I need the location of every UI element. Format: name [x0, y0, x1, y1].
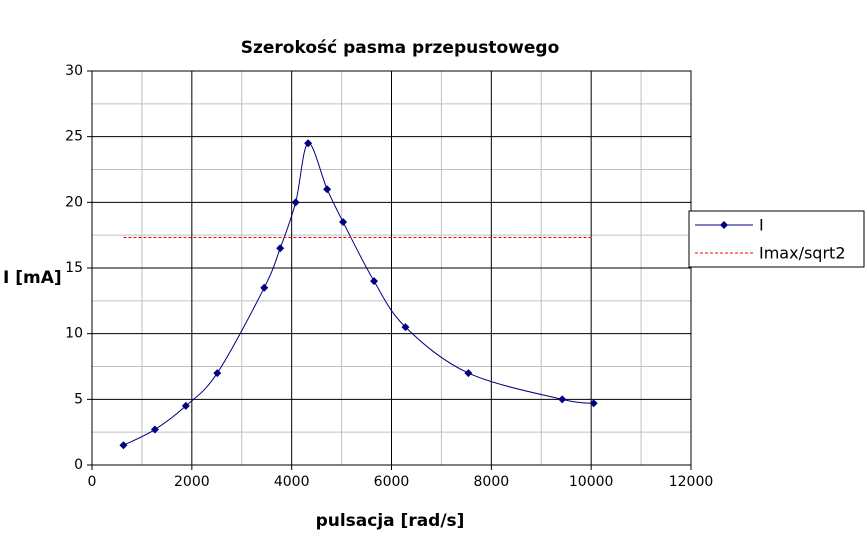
data-point: [370, 277, 379, 286]
y-tick-label: 30: [65, 63, 83, 79]
data-point: [119, 441, 128, 450]
x-tick-label: 6000: [374, 474, 410, 490]
x-tick-label: 10000: [569, 474, 614, 490]
plot-border: [91, 70, 692, 466]
data-point: [276, 244, 285, 253]
x-tick-label: 12000: [669, 474, 714, 490]
data-point: [339, 218, 348, 227]
y-tick-label: 0: [74, 457, 83, 473]
data-point: [589, 399, 598, 408]
data-point: [304, 139, 313, 148]
y-tick-label: 5: [74, 391, 83, 407]
legend-box: [688, 210, 865, 268]
y-tick-label: 15: [65, 260, 83, 276]
data-point: [181, 401, 190, 410]
x-tick-label: 0: [88, 474, 97, 490]
legend-marker: [720, 221, 728, 229]
y-tick-label: 10: [65, 326, 83, 342]
legend-label: Imax/sqrt2: [759, 244, 846, 263]
legend-label: I: [759, 216, 764, 235]
chart-title: Szerokość pasma przepustowego: [241, 38, 560, 58]
x-tick-label: 4000: [274, 474, 310, 490]
data-point: [323, 185, 332, 194]
x-tick-label: 8000: [474, 474, 510, 490]
y-tick-label: 25: [65, 129, 83, 145]
y-axis-label: I [mA]: [3, 268, 62, 288]
data-point: [401, 323, 410, 332]
y-tick-label: 20: [65, 194, 83, 210]
data-point: [260, 283, 269, 292]
data-point: [291, 198, 300, 207]
data-point: [464, 369, 473, 378]
data-point: [213, 369, 222, 378]
x-tick-label: 2000: [174, 474, 210, 490]
data-point: [150, 425, 159, 434]
data-point: [558, 395, 567, 404]
x-axis-label: pulsacja [rad/s]: [316, 511, 465, 531]
